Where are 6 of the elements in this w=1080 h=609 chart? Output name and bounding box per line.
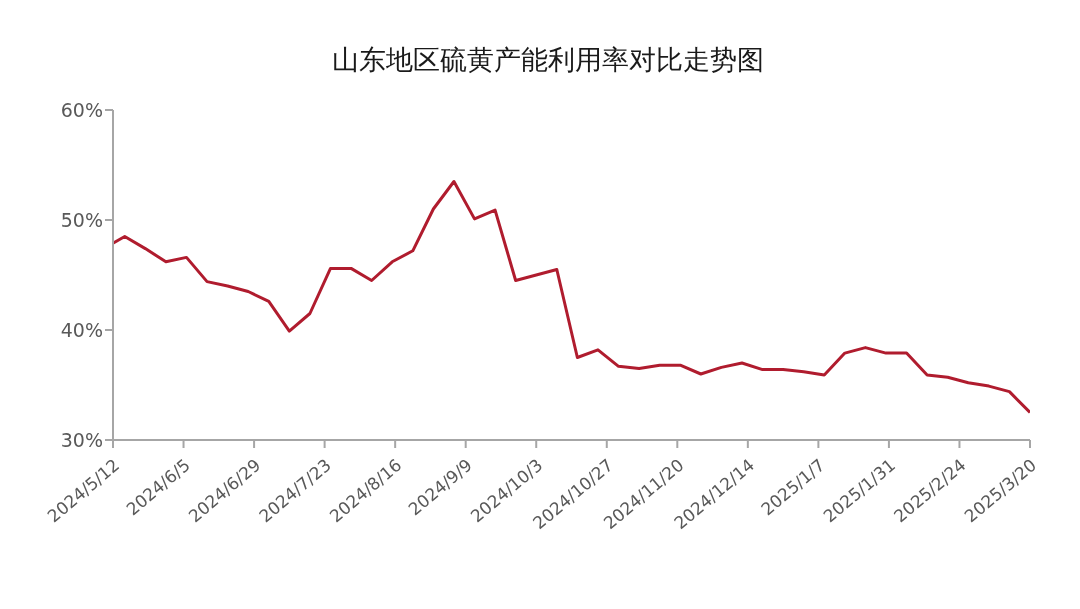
chart-title: 山东地区硫黄产能利用率对比走势图 <box>331 43 765 77</box>
y-tick-label: 50% <box>60 208 103 231</box>
y-tick-label: 60% <box>60 98 103 121</box>
y-tick-label: 40% <box>60 318 103 341</box>
line-series <box>113 180 1030 414</box>
y-tick-label: 30% <box>60 428 103 451</box>
